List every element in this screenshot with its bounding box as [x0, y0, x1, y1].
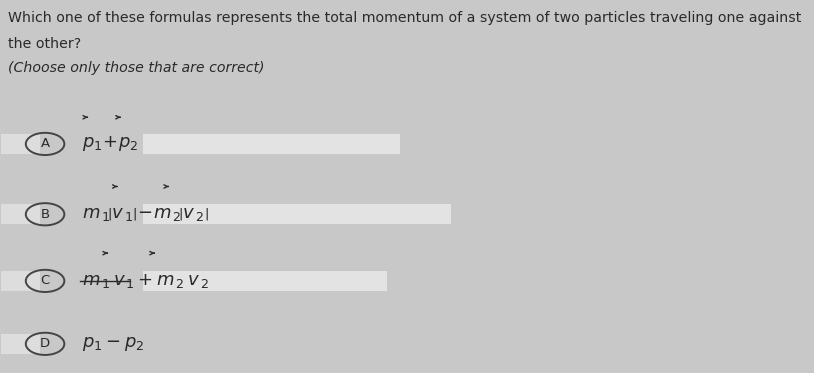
Text: Which one of these formulas represents the total momentum of a system of two par: Which one of these formulas represents t…: [8, 11, 801, 25]
Polygon shape: [142, 271, 387, 291]
Text: $p_1 - p_2$: $p_1 - p_2$: [81, 335, 144, 353]
Text: (Choose only those that are correct): (Choose only those that are correct): [8, 61, 265, 75]
Polygon shape: [2, 204, 40, 225]
Text: C: C: [41, 275, 50, 288]
Text: the other?: the other?: [8, 37, 81, 51]
Polygon shape: [2, 334, 40, 354]
Text: $m_{\,1}\,v_{\,1} + m_{\,2}\,v_{\,2}$: $m_{\,1}\,v_{\,1} + m_{\,2}\,v_{\,2}$: [81, 272, 208, 290]
Text: B: B: [41, 208, 50, 221]
Text: $m_{\,1}\!\left|v_{\,1}\right|\!-\!m_{\,2}\!\left|v_{\,2}\right|$: $m_{\,1}\!\left|v_{\,1}\right|\!-\!m_{\,…: [81, 205, 208, 223]
Text: $p_1\!+\!p_2$: $p_1\!+\!p_2$: [81, 134, 138, 153]
Polygon shape: [2, 134, 40, 154]
Polygon shape: [2, 271, 40, 291]
Polygon shape: [142, 204, 451, 225]
Text: A: A: [41, 137, 50, 150]
Polygon shape: [142, 134, 400, 154]
Text: D: D: [40, 337, 50, 350]
